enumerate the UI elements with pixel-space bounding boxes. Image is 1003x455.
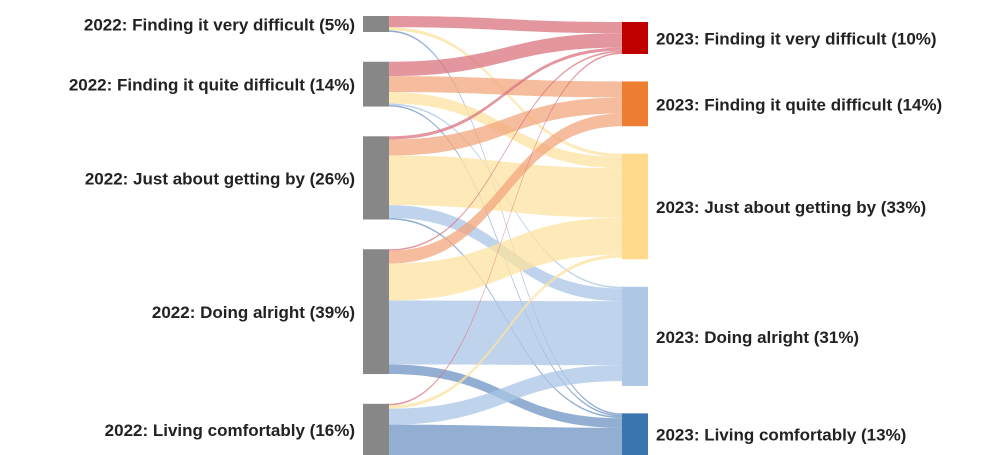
node — [622, 286, 648, 386]
node-label: 2022: Just about getting by (26%) — [85, 169, 355, 188]
node-label: 2023: Living comfortably (13%) — [656, 426, 906, 445]
node — [622, 413, 648, 455]
node-label: 2022: Living comfortably (16%) — [105, 421, 355, 440]
flow — [389, 47, 622, 140]
flow — [389, 424, 622, 455]
flow — [389, 76, 622, 98]
node-label: 2023: Finding it very difficult (10%) — [656, 29, 937, 48]
node — [363, 61, 389, 107]
node — [363, 403, 389, 455]
node-label: 2022: Doing alright (39%) — [152, 303, 355, 322]
flow — [389, 97, 622, 156]
node-label: 2023: Finding it quite difficult (14%) — [656, 95, 942, 114]
node — [363, 249, 389, 375]
flow — [389, 52, 622, 406]
node — [363, 16, 389, 32]
flow — [389, 365, 622, 425]
node — [363, 136, 389, 220]
node-label: 2022: Finding it very difficult (5%) — [84, 15, 355, 34]
flow — [389, 217, 622, 301]
flow — [389, 50, 622, 251]
node-label: 2022: Finding it quite difficult (14%) — [69, 76, 355, 95]
flow — [389, 33, 622, 77]
links — [389, 16, 622, 455]
node — [622, 22, 648, 54]
flow — [389, 30, 622, 416]
node — [622, 153, 648, 260]
flow — [389, 16, 622, 34]
node-label: 2023: Doing alright (31%) — [656, 328, 859, 347]
flow — [389, 113, 622, 264]
node-label: 2023: Just about getting by (33%) — [656, 198, 926, 217]
node — [622, 81, 648, 127]
flow — [389, 254, 622, 409]
